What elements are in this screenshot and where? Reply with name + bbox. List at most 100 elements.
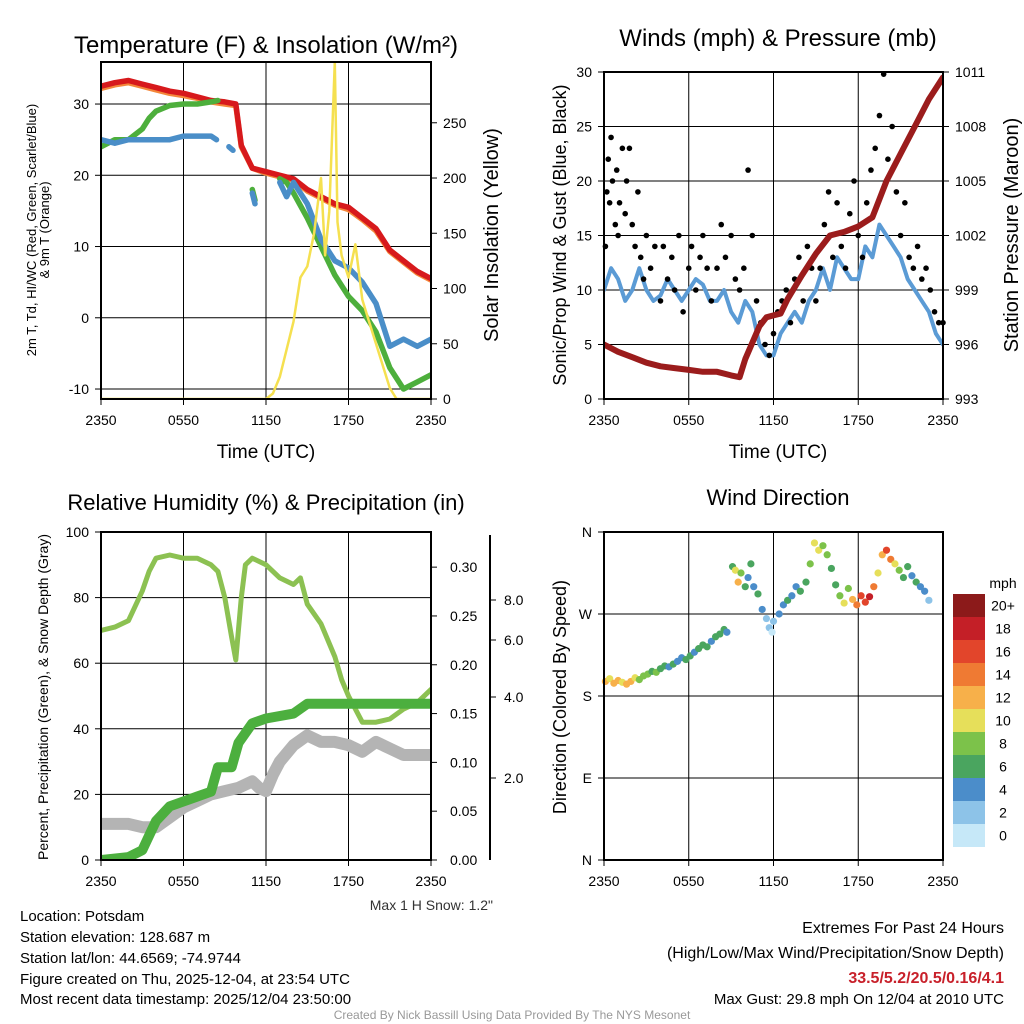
- gust-point: [637, 254, 644, 261]
- y-tick-label: S: [583, 688, 592, 704]
- gust-point: [876, 112, 883, 119]
- gust-point: [647, 265, 654, 272]
- gust-point: [685, 265, 692, 272]
- colorbar-label: 18: [995, 621, 1011, 637]
- gust-point: [813, 298, 819, 304]
- gust-point: [615, 232, 621, 239]
- colorbar-swatch: [953, 709, 985, 732]
- x-axis-label: Time (UTC): [217, 442, 316, 463]
- gust-point: [609, 178, 616, 184]
- wind-direction-point: [895, 566, 903, 574]
- extremes-values: 33.5/5.2/20.5/0.16/4.1: [848, 970, 1004, 987]
- gust-point: [613, 167, 620, 173]
- y-tick-label: 0: [584, 391, 592, 407]
- chart-title: Wind Direction: [706, 485, 849, 510]
- gust-point: [914, 243, 921, 250]
- wind-direction-point: [606, 675, 614, 683]
- gust-point: [643, 232, 650, 239]
- y-right-tick-label: 0.25: [450, 608, 477, 624]
- plot-frame: [603, 71, 944, 400]
- wind-direction-point: [836, 592, 844, 600]
- y-tick-label: 25: [576, 119, 592, 135]
- wind-direction-point: [810, 539, 819, 547]
- x-tick-label: 1750: [843, 873, 874, 889]
- gust-point: [935, 319, 942, 326]
- gust-point: [872, 145, 878, 152]
- y-tick-label: 100: [66, 524, 90, 540]
- y-right-tick-label: 0: [443, 391, 451, 407]
- x-tick-label: 2350: [927, 412, 958, 428]
- wind-direction-point: [796, 587, 804, 595]
- y-tick-label: 20: [576, 173, 592, 189]
- wind-direction-point: [815, 546, 823, 554]
- wind-direction-point: [769, 617, 778, 625]
- gust-point: [863, 200, 870, 206]
- colorbar-label: 0: [999, 828, 1007, 844]
- wind-direction-point: [861, 598, 869, 606]
- wind-direction-point: [716, 630, 724, 638]
- y-right-tick-label: 250: [443, 115, 467, 131]
- gust-point: [732, 276, 739, 282]
- gust-point: [931, 309, 938, 315]
- plot-frame: [100, 531, 432, 861]
- gust-point: [855, 232, 862, 239]
- footer-location: Location: Potsdam: [20, 908, 144, 925]
- snow-depth-line: [101, 729, 431, 834]
- gust-point: [821, 221, 828, 228]
- chart-title: Winds (mph) & Pressure (mb): [619, 25, 936, 52]
- snow-tick-label: 6.0: [504, 632, 524, 648]
- x-tick-label: 2350: [588, 873, 619, 889]
- wind-direction-point: [921, 587, 929, 595]
- wind-direction-point: [870, 583, 878, 591]
- gust-point: [885, 156, 891, 162]
- wind-direction-point: [779, 601, 787, 609]
- colorbar-label: 20+: [991, 598, 1015, 614]
- colorbar-swatch: [953, 640, 985, 663]
- y-tick-label: 30: [73, 96, 89, 112]
- sustained-wind-line: [604, 222, 943, 358]
- gust-point: [693, 287, 699, 293]
- max-gust: Max Gust: 29.8 mph On 12/04 at 2010 UTC: [714, 991, 1004, 1008]
- x-tick-label: 1750: [333, 873, 364, 889]
- gust-point: [796, 254, 802, 261]
- wind-direction-point: [853, 601, 861, 609]
- gust-point: [787, 319, 794, 326]
- wind-direction-point: [823, 551, 831, 559]
- wind-direction-point: [882, 546, 891, 554]
- gust-point: [619, 145, 626, 152]
- gust-point: [728, 232, 734, 239]
- chart-title: Temperature (F) & Insolation (W/m²): [74, 32, 458, 59]
- colorbar-label: 14: [995, 667, 1011, 683]
- wind-direction-point: [819, 542, 827, 550]
- wind-direction-point: [737, 569, 745, 577]
- y-right-tick-label: 1011: [955, 64, 985, 80]
- y-axis-label: Sonic/Prop Wind & Gust (Blue, Black): [550, 84, 570, 385]
- footer-elevation: Station elevation: 128.687 m: [20, 929, 210, 946]
- gust-point: [622, 210, 628, 217]
- wind-direction-point: [904, 563, 912, 571]
- x-tick-label: 1150: [251, 873, 281, 889]
- y-tick-label: E: [583, 770, 592, 786]
- gust-point: [623, 178, 630, 184]
- y-right-tick-label: 996: [955, 337, 979, 353]
- gust-point: [697, 254, 703, 261]
- wind-direction-point: [925, 596, 933, 604]
- wind-direction-point: [844, 584, 852, 593]
- x-tick-label: 0550: [168, 412, 199, 428]
- gust-point: [669, 254, 675, 261]
- gust-point: [708, 298, 715, 304]
- gust-point: [927, 287, 934, 293]
- y-tick-label: W: [579, 606, 593, 622]
- colorbar-label: 4: [999, 782, 1007, 798]
- colorbar-title: mph: [989, 575, 1016, 591]
- y-tick-label: 5: [584, 337, 592, 353]
- wind-direction-point: [857, 592, 865, 600]
- y-right-tick-label: 200: [443, 170, 467, 186]
- snow-tick-label: 2.0: [504, 770, 524, 786]
- gust-point: [910, 265, 917, 272]
- wind-direction-point: [899, 573, 908, 582]
- colorbar-swatch: [953, 594, 985, 617]
- colorbar-swatch: [953, 686, 985, 709]
- gust-point: [753, 298, 760, 304]
- colorbar-label: 12: [995, 690, 1011, 706]
